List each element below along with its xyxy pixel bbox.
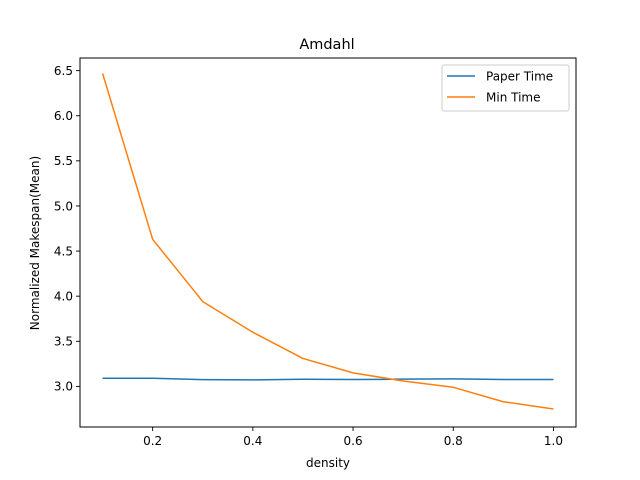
series-line-paper-time <box>102 377 554 381</box>
y-axis: 3.0 3.5 4.0 4.5 5.0 5.5 6.0 6.5 <box>54 64 80 394</box>
chart-title: Amdahl <box>299 37 354 53</box>
y-axis-label: Normalized Makespan(Mean) <box>28 156 42 330</box>
y-tick-label: 3.0 <box>54 380 73 394</box>
series-line-min-time <box>101 73 554 410</box>
y-tick-label: 6.0 <box>54 109 73 123</box>
y-tick-label: 4.0 <box>54 289 73 303</box>
x-tick-label: 0.2 <box>143 434 162 448</box>
legend: Paper Time Min Time <box>441 64 570 112</box>
x-tick-label: 0.4 <box>243 434 262 448</box>
x-tick-label: 0.6 <box>344 434 363 448</box>
x-axis: 0.2 0.4 0.6 0.8 1.0 <box>143 427 563 448</box>
plot-lines <box>101 73 554 410</box>
plot-frame <box>79 57 577 428</box>
y-tick-label: 5.5 <box>54 154 73 168</box>
y-tick-label: 3.5 <box>54 335 73 349</box>
y-tick-label: 5.0 <box>54 199 73 213</box>
legend-label-paper-time: Paper Time <box>486 69 553 83</box>
x-tick-label: 0.8 <box>444 434 463 448</box>
y-tick-label: 6.5 <box>54 64 73 78</box>
x-tick-label: 1.0 <box>544 434 563 448</box>
legend-label-min-time: Min Time <box>486 90 540 104</box>
y-tick-label: 4.5 <box>54 244 73 258</box>
x-axis-label: density <box>306 456 350 470</box>
